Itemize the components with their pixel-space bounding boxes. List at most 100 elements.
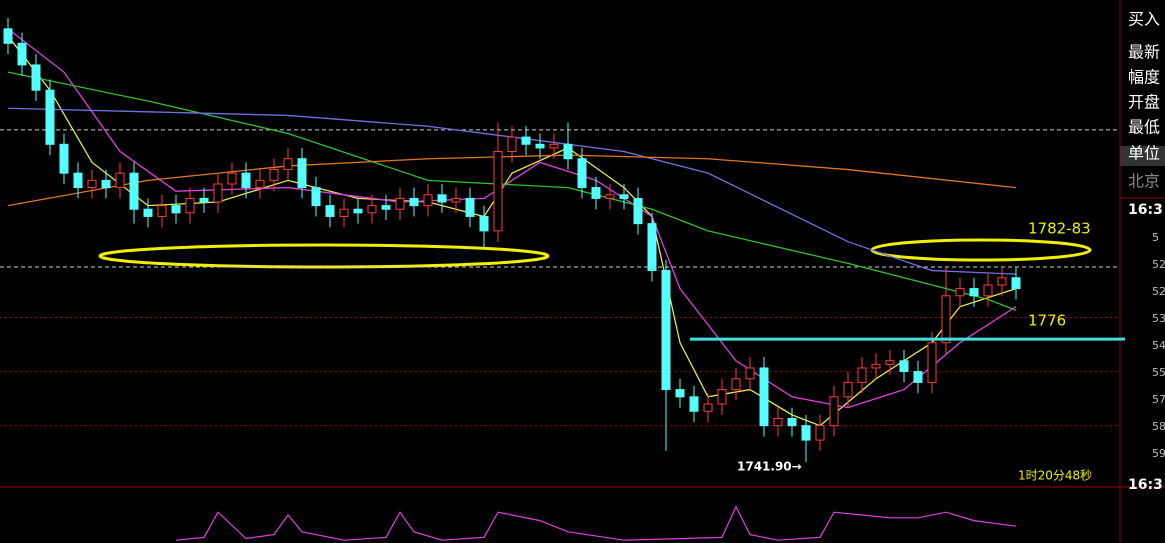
indicator-line xyxy=(175,505,1017,541)
candle-body xyxy=(465,197,475,217)
axis-label: 59 xyxy=(1152,447,1165,460)
candle-body xyxy=(423,194,433,207)
candle-body xyxy=(45,89,55,145)
candle-body xyxy=(451,197,461,203)
axis-label: 5 xyxy=(1152,231,1159,244)
candle-body xyxy=(899,360,909,373)
candle-body xyxy=(703,403,713,412)
candle-body xyxy=(87,179,97,189)
candle-body xyxy=(591,187,601,199)
candle-body xyxy=(409,197,419,207)
axis-label: 57 xyxy=(1152,393,1165,406)
candle-body xyxy=(171,205,181,214)
axis-label: 54 xyxy=(1152,339,1165,352)
resistance-label: 1782-83 xyxy=(1028,220,1091,238)
candle-body xyxy=(353,208,363,214)
panel-label: 幅度 xyxy=(1128,68,1160,87)
axis-label: 53 xyxy=(1152,312,1165,325)
candle-body xyxy=(157,205,167,217)
candle-body xyxy=(199,197,209,203)
candle-body xyxy=(689,396,699,412)
timer: 1时20分48秒 xyxy=(1018,469,1092,483)
candle-body xyxy=(647,223,657,272)
candle-body xyxy=(17,42,27,66)
candle-body xyxy=(997,277,1007,286)
candle-body xyxy=(395,197,405,210)
highlight-ellipse xyxy=(98,243,550,269)
panel-label: 开盘 xyxy=(1128,93,1160,112)
candle-body xyxy=(969,288,979,297)
candle-body xyxy=(857,367,867,383)
candle-body xyxy=(31,64,41,91)
candle-body xyxy=(3,28,13,44)
plot: 5 52 52 53 54 55 57 58 59 xyxy=(0,18,1165,541)
candle-body xyxy=(955,288,965,297)
candle-body xyxy=(675,389,685,398)
moving-average xyxy=(7,28,1017,409)
axis-label: 58 xyxy=(1152,420,1165,433)
candle-body xyxy=(283,158,293,171)
candle-body xyxy=(577,158,587,189)
candle-body xyxy=(619,194,629,199)
candle-body xyxy=(885,360,895,365)
panel-label: 单位 xyxy=(1128,144,1160,163)
panel-label: 买入 xyxy=(1128,10,1160,29)
candle-body xyxy=(381,205,391,210)
candle-body xyxy=(535,143,545,149)
candle-body xyxy=(507,136,517,153)
candle-body xyxy=(941,295,951,344)
candle-body xyxy=(521,136,531,145)
axis-label: 52 xyxy=(1152,258,1165,271)
candle-body xyxy=(563,143,573,160)
candle-body xyxy=(437,194,447,203)
candle-body xyxy=(367,205,377,214)
candle-body xyxy=(983,284,993,297)
candle-body xyxy=(633,197,643,225)
candle-body xyxy=(325,205,335,217)
candle-body xyxy=(927,342,937,383)
candle-body xyxy=(129,172,139,210)
candle-body xyxy=(269,169,279,181)
candle-body xyxy=(59,143,69,174)
candle-body xyxy=(339,208,349,217)
candle-body xyxy=(717,389,727,405)
panel-highlight xyxy=(1120,146,1165,166)
time-label: 16:3 xyxy=(1128,202,1163,218)
candle-body xyxy=(493,151,503,232)
candle-body xyxy=(185,197,195,214)
candle-body xyxy=(115,172,125,189)
candle-body xyxy=(829,396,839,427)
candle-body xyxy=(605,194,615,199)
candle-body xyxy=(913,371,923,383)
candle-body xyxy=(661,270,671,391)
candle-body xyxy=(549,143,559,149)
candle-body xyxy=(311,187,321,207)
candle-body xyxy=(759,367,769,427)
candle-body xyxy=(801,425,811,441)
candle-body xyxy=(1011,277,1021,290)
panel-label: 最低 xyxy=(1128,118,1160,137)
candle-body xyxy=(297,158,307,189)
time-label: 16:3 xyxy=(1128,477,1163,493)
candle-body xyxy=(73,172,83,189)
candle-body xyxy=(787,417,797,427)
candle-body xyxy=(241,172,251,189)
candle-body xyxy=(871,363,881,369)
candle-body xyxy=(843,381,853,398)
low-label: 1741.90→ xyxy=(737,460,802,474)
highlight-ellipse xyxy=(870,238,1092,262)
candle-body xyxy=(143,208,153,217)
panel-label: 北京 xyxy=(1128,172,1160,191)
candle-body xyxy=(745,367,755,380)
candle-body xyxy=(255,179,265,189)
candle-body xyxy=(101,179,111,189)
candle-body xyxy=(731,378,741,391)
moving-average xyxy=(7,35,1017,427)
candle-body xyxy=(773,417,783,427)
candle-body xyxy=(227,172,237,185)
candle-body xyxy=(213,183,223,203)
moving-average xyxy=(7,71,1017,311)
panel-label: 最新 xyxy=(1128,43,1160,62)
